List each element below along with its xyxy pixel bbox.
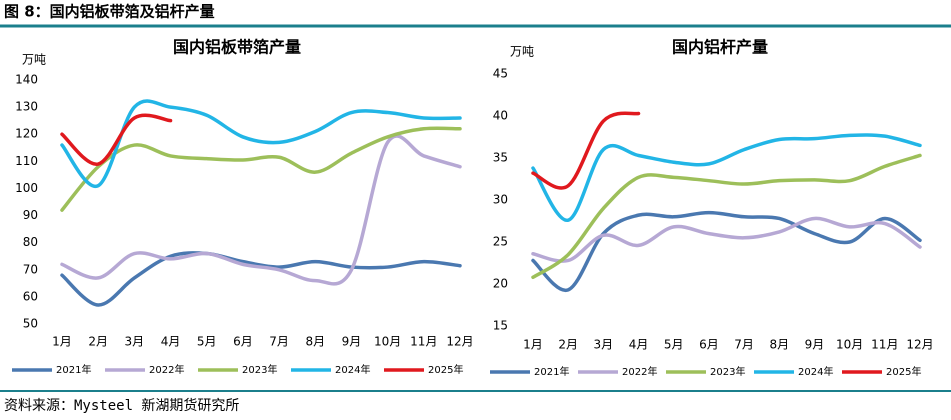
x-tick-label: 2月 <box>558 338 578 352</box>
x-tick-label: 12月 <box>906 338 933 352</box>
x-tick-label: 4月 <box>161 335 181 349</box>
y-tick-label: 25 <box>493 235 508 249</box>
y-tick-label: 15 <box>493 319 508 333</box>
x-tick-label: 9月 <box>342 335 362 349</box>
y-tick-label: 30 <box>493 193 508 207</box>
x-tick-label: 4月 <box>629 338 649 352</box>
y-tick-label: 130 <box>15 100 38 114</box>
x-tick-label: 7月 <box>734 338 754 352</box>
x-tick-label: 3月 <box>594 338 614 352</box>
y-tick-label: 35 <box>493 151 508 165</box>
x-tick-label: 12月 <box>446 335 473 349</box>
x-tick-label: 10月 <box>836 338 863 352</box>
x-tick-label: 8月 <box>769 338 789 352</box>
series-line <box>531 210 922 292</box>
y-tick-label: 40 <box>493 109 508 123</box>
y-axis-label: 万吨 <box>510 45 534 59</box>
y-tick-label: 140 <box>15 73 38 87</box>
x-tick-label: 6月 <box>699 338 719 352</box>
figure-title: 图 8：国内铝板带箔及铝杆产量 <box>4 3 215 21</box>
y-tick-label: 120 <box>15 127 38 141</box>
chart-title: 国内铝板带箔产量 <box>173 38 301 57</box>
y-tick-label: 70 <box>23 262 38 276</box>
y-tick-label: 60 <box>23 289 38 303</box>
x-tick-label: 2月 <box>88 335 108 349</box>
x-tick-label: 11月 <box>871 338 898 352</box>
y-tick-label: 100 <box>15 181 38 195</box>
y-tick-label: 80 <box>23 235 38 249</box>
x-tick-label: 6月 <box>233 335 253 349</box>
series-line <box>60 251 462 307</box>
y-tick-label: 45 <box>493 67 508 81</box>
legend-label: 2022年 <box>149 363 184 376</box>
series-line <box>531 153 922 280</box>
x-tick-label: 7月 <box>269 335 289 349</box>
x-tick-label: 5月 <box>664 338 684 352</box>
x-tick-label: 3月 <box>125 335 145 349</box>
series-line <box>60 99 462 188</box>
series-line <box>531 216 922 263</box>
x-tick-label: 1月 <box>523 338 543 352</box>
legend-label: 2021年 <box>56 363 91 376</box>
legend-label: 2025年 <box>886 365 921 378</box>
series-line <box>60 134 462 286</box>
legend-label: 2024年 <box>335 363 370 376</box>
source: 资料来源：Mysteel 新湖期货研究所 <box>4 397 239 414</box>
legend-label: 2022年 <box>622 365 657 378</box>
y-tick-label: 20 <box>493 277 508 291</box>
x-tick-label: 10月 <box>374 335 401 349</box>
chart-title: 国内铝杆产量 <box>672 38 768 57</box>
y-tick-label: 50 <box>23 317 38 331</box>
y-axis-label: 万吨 <box>22 53 46 67</box>
series-line <box>531 111 641 190</box>
legend-label: 2025年 <box>428 363 463 376</box>
x-tick-label: 11月 <box>410 335 437 349</box>
legend-label: 2023年 <box>710 365 745 378</box>
y-tick-label: 110 <box>15 154 38 168</box>
legend-label: 2021年 <box>534 365 569 378</box>
x-tick-label: 9月 <box>805 338 825 352</box>
legend-label: 2023年 <box>242 363 277 376</box>
y-tick-label: 90 <box>23 208 38 222</box>
series-line <box>60 113 173 166</box>
legend-label: 2024年 <box>798 365 833 378</box>
series-line <box>531 133 922 222</box>
x-tick-label: 5月 <box>197 335 217 349</box>
series-line <box>60 126 462 212</box>
x-tick-label: 8月 <box>305 335 325 349</box>
x-tick-label: 1月 <box>52 335 72 349</box>
